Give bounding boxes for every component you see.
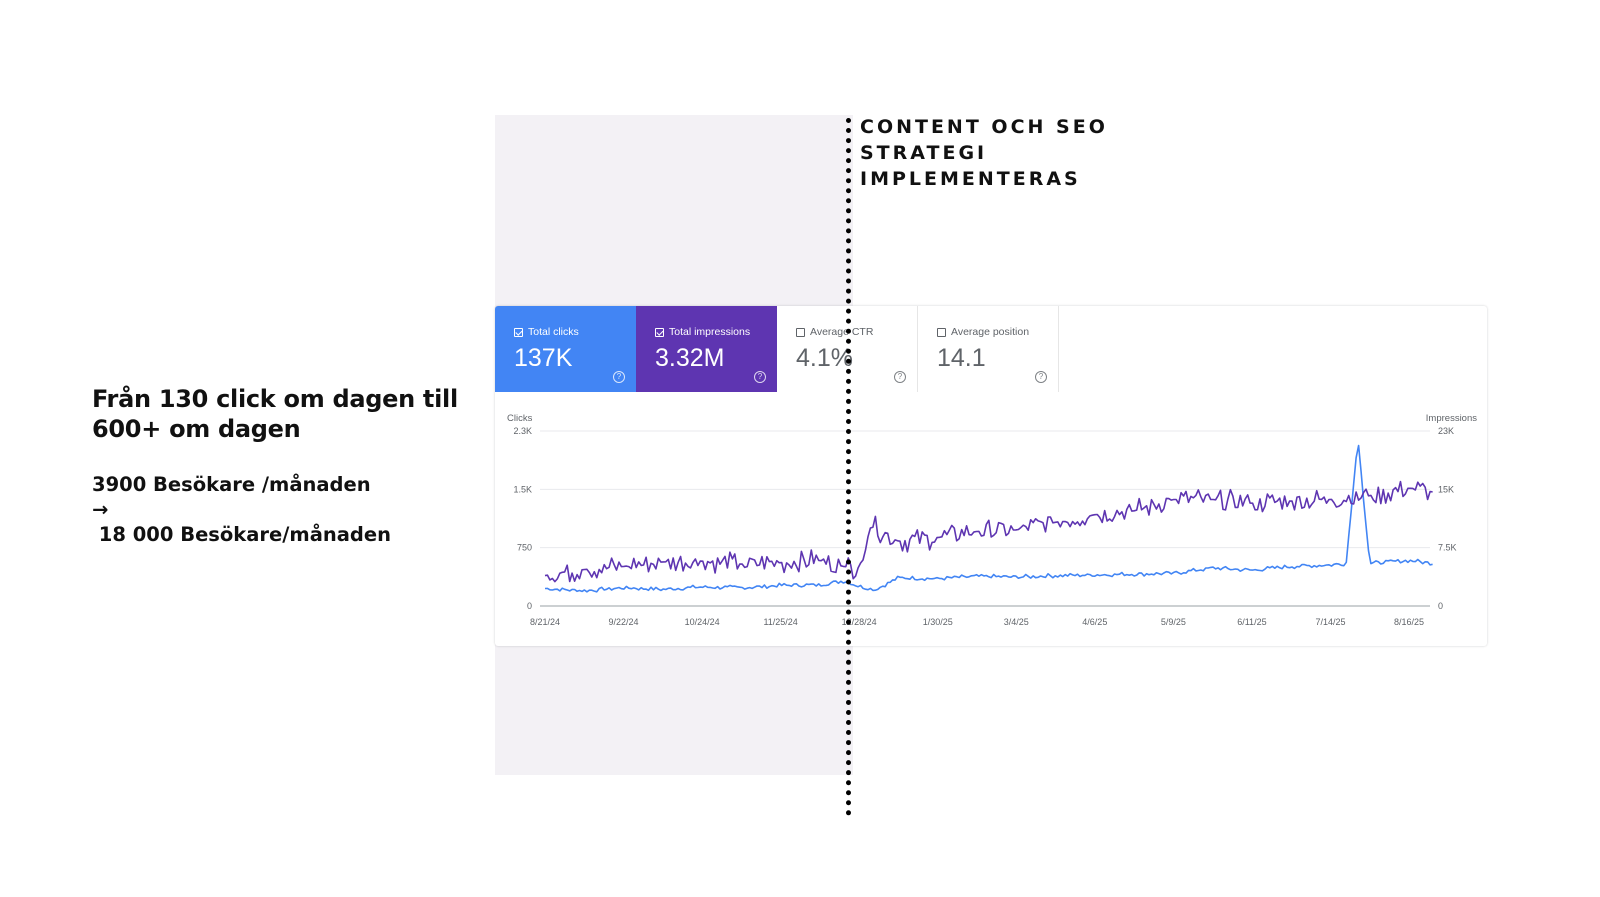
metric-label: Total clicks <box>528 326 579 338</box>
x-tick-label: 4/6/25 <box>1082 617 1107 627</box>
visitors-before: 3900 Besökare /månaden <box>92 473 371 496</box>
y-tick-label-left: 750 <box>517 543 532 553</box>
x-tick-label: 12/28/24 <box>842 617 877 627</box>
metric-value: 3.32M <box>655 344 725 372</box>
metric-average-position[interactable]: Average position 14.1 ? <box>918 306 1059 392</box>
y-tick-label-right: 15K <box>1438 484 1454 494</box>
left-axis-title: Clicks <box>507 413 533 424</box>
help-icon[interactable]: ? <box>613 371 625 383</box>
visitor-stats: 3900 Besökare /månaden → 18 000 Besökare… <box>92 472 472 547</box>
y-tick-label-right: 0 <box>1438 601 1443 611</box>
metric-label: Total impressions <box>669 326 751 338</box>
y-tick-label-left: 0 <box>527 601 532 611</box>
x-tick-label: 6/11/25 <box>1237 617 1266 627</box>
series-line-clicks <box>544 444 1433 593</box>
metric-value: 137K <box>514 344 573 372</box>
checkbox-icon[interactable] <box>514 327 523 337</box>
checkbox-icon[interactable] <box>655 327 664 337</box>
performance-chart: 0 0 750 7.5K 1.5K 15K 2.3K 23K 8/21/24 9/22/24 10/… <box>513 426 1457 627</box>
help-icon[interactable]: ? <box>894 371 906 383</box>
arrow-icon: → <box>92 498 109 521</box>
x-tick-label: 9/22/24 <box>609 617 639 627</box>
metric-total-clicks[interactable]: Total clicks 137K ? <box>495 306 636 392</box>
metric-label: Average position <box>951 326 1030 338</box>
y-tick-label-left: 2.3K <box>513 426 532 436</box>
x-tick-label: 3/4/25 <box>1004 617 1029 627</box>
x-tick-label: 7/14/25 <box>1315 617 1345 627</box>
x-tick-label: 8/16/25 <box>1394 617 1424 627</box>
checkbox-icon[interactable] <box>796 327 805 337</box>
y-tick-label-right: 7.5K <box>1438 543 1457 553</box>
y-tick-label-left: 1.5K <box>513 484 532 494</box>
x-tick-label: 11/25/24 <box>763 617 797 627</box>
x-tick-label: 10/24/24 <box>685 617 720 627</box>
metric-label: Average CTR <box>810 326 874 338</box>
series-line-impressions <box>544 480 1433 583</box>
strategy-annotation: CONTENT OCH SEO STRATEGI IMPLEMENTERAS <box>860 116 1108 190</box>
help-icon[interactable]: ? <box>1035 371 1047 383</box>
x-tick-label: 1/30/25 <box>923 617 953 627</box>
help-icon[interactable]: ? <box>754 371 766 383</box>
visitors-after: 18 000 Besökare/månaden <box>92 523 391 546</box>
x-tick-label: 8/21/24 <box>530 617 560 627</box>
strategy-divider-line <box>846 118 851 816</box>
metric-total-impressions[interactable]: Total impressions 3.32M ? <box>636 306 777 392</box>
right-axis-title: Impressions <box>1425 413 1477 424</box>
headline: Från 130 click om dagen till 600+ om dag… <box>92 385 458 443</box>
checkbox-icon[interactable] <box>937 327 946 337</box>
x-tick-label: 5/9/25 <box>1161 617 1186 627</box>
y-tick-label-right: 23K <box>1438 426 1454 436</box>
metric-value: 14.1 <box>937 344 986 372</box>
metric-value: 4.1% <box>796 344 853 372</box>
